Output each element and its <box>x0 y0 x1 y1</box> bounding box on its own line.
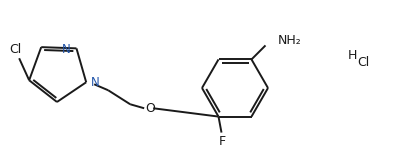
Text: N: N <box>62 43 70 56</box>
Text: N: N <box>91 76 100 89</box>
Text: Cl: Cl <box>357 56 369 68</box>
Text: Cl: Cl <box>9 43 21 56</box>
Text: F: F <box>219 135 226 148</box>
Text: O: O <box>145 102 155 115</box>
Text: NH₂: NH₂ <box>278 34 301 47</box>
Text: H: H <box>348 48 357 61</box>
